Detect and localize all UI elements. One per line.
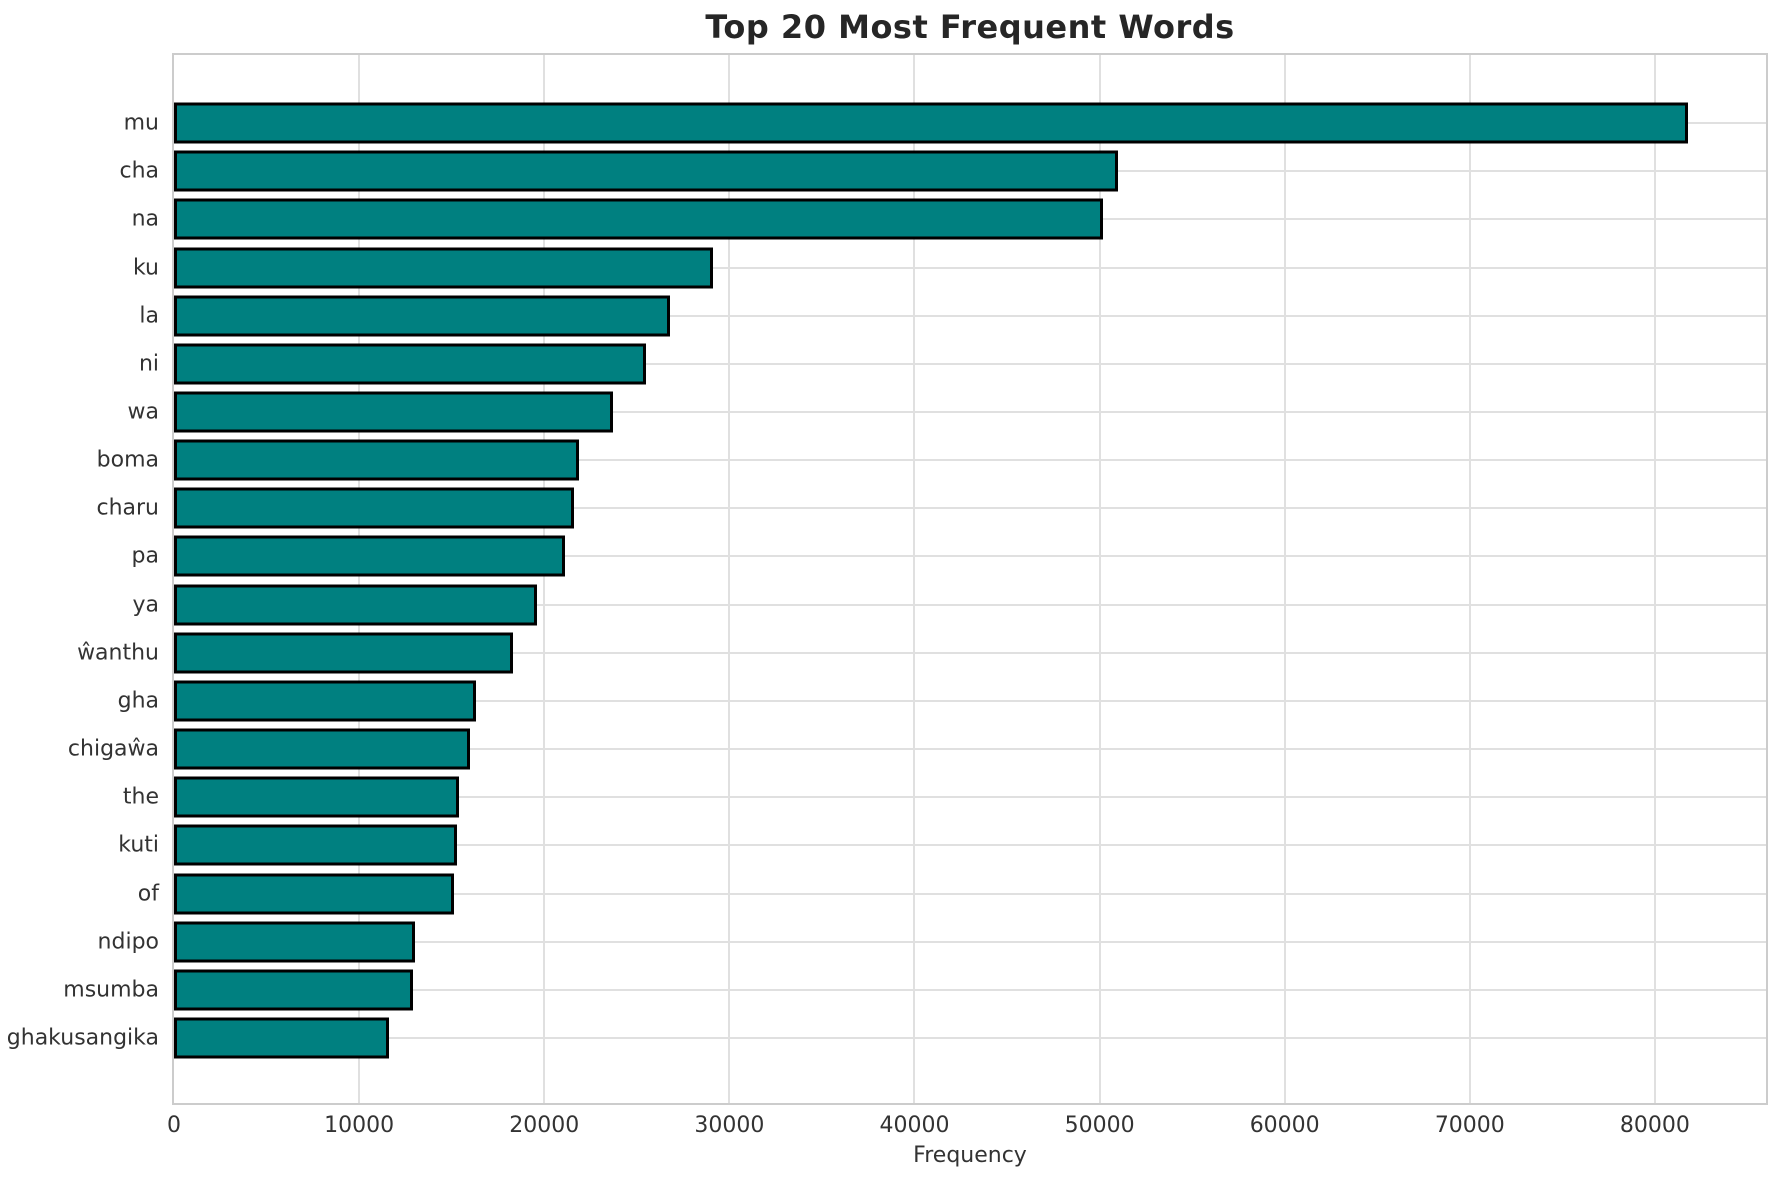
gridline-y-ghakusangika bbox=[174, 1037, 1766, 1040]
gridline-x-60000 bbox=[1283, 55, 1286, 1103]
bar-row-gha: gha bbox=[118, 677, 1766, 725]
gridline-y-msumba bbox=[174, 988, 1766, 991]
bar-mu bbox=[174, 102, 1689, 144]
bar-row-ya: ya bbox=[132, 581, 1766, 629]
y-tick-label-chigaŵa: chigaŵa bbox=[67, 736, 159, 762]
bar-charu bbox=[174, 487, 574, 529]
gridline-y-ni bbox=[174, 362, 1766, 365]
gridline-x-10000 bbox=[358, 55, 361, 1103]
y-tick-label-cha: cha bbox=[119, 158, 159, 184]
bar-row-ku: ku bbox=[133, 243, 1766, 291]
y-tick-label-ndipo: ndipo bbox=[97, 929, 159, 955]
bar-row-ndipo: ndipo bbox=[98, 918, 1766, 966]
bar-row-la: la bbox=[139, 292, 1766, 340]
bar-row-charu: charu bbox=[96, 484, 1766, 532]
bar-la bbox=[174, 295, 671, 337]
bar-pa bbox=[174, 535, 565, 577]
gridline-y-boma bbox=[174, 459, 1766, 462]
y-tick-label-boma: boma bbox=[96, 447, 159, 473]
y-tick-label-mu: mu bbox=[123, 110, 159, 136]
plot-area: mu cha na ku la ni wa boma charu pa ya ŵanthu gha chi… bbox=[7, 53, 1768, 1138]
chart-title: Top 20 Most Frequent Words bbox=[705, 8, 1235, 46]
bar-na bbox=[174, 198, 1104, 240]
y-tick-label-na: na bbox=[131, 206, 159, 232]
y-tick-label-ŵanthu: ŵanthu bbox=[77, 640, 159, 666]
y-tick-label-the: the bbox=[122, 784, 159, 810]
bar-ya bbox=[174, 584, 537, 626]
gridline-y-charu bbox=[174, 507, 1766, 510]
bar-ŵanthu bbox=[174, 632, 513, 674]
y-tick-label-of: of bbox=[137, 881, 159, 907]
bar-row-chigaŵa: chigaŵa bbox=[68, 725, 1766, 773]
bar-msumba bbox=[174, 969, 413, 1011]
bar-row-na: na bbox=[132, 195, 1766, 243]
bar-boma bbox=[174, 439, 580, 481]
gridline-x-50000 bbox=[1098, 55, 1101, 1103]
gridline-y-ku bbox=[174, 266, 1766, 269]
gridline-y-wa bbox=[174, 411, 1766, 414]
y-tick-label-pa: pa bbox=[131, 543, 159, 569]
x-tick-label-70000: 70000 bbox=[1434, 1113, 1505, 1138]
gridline-y-ndipo bbox=[174, 940, 1766, 943]
y-tick-label-charu: charu bbox=[96, 495, 159, 521]
gridline-x-40000 bbox=[913, 55, 916, 1103]
bar-rows: mu cha na ku la ni wa boma charu pa ya ŵanthu gha chi… bbox=[7, 55, 1766, 1103]
bar-row-ŵanthu: ŵanthu bbox=[77, 629, 1766, 677]
bar-row-cha: cha bbox=[119, 147, 1766, 195]
gridline-y-pa bbox=[174, 555, 1766, 558]
y-tick-label-msumba: msumba bbox=[63, 977, 159, 1003]
y-tick-label-ku: ku bbox=[132, 255, 159, 281]
bar-of bbox=[174, 873, 454, 915]
gridline-x-70000 bbox=[1468, 55, 1471, 1103]
x-tick-label-50000: 50000 bbox=[1064, 1113, 1135, 1138]
bar-row-of: of bbox=[138, 870, 1766, 918]
gridline-x-20000 bbox=[543, 55, 546, 1103]
x-tick-label-60000: 60000 bbox=[1249, 1113, 1320, 1138]
y-tick-label-ya: ya bbox=[132, 592, 159, 618]
gridline-y-of bbox=[174, 892, 1766, 895]
bar-row-wa: wa bbox=[128, 388, 1766, 436]
bar-cha bbox=[174, 150, 1119, 192]
bar-row-the: the bbox=[123, 773, 1766, 821]
bar-ku bbox=[174, 247, 713, 289]
x-tick-label-20000: 20000 bbox=[509, 1113, 580, 1138]
x-tick-label-0: 0 bbox=[167, 1113, 181, 1138]
gridline-y-la bbox=[174, 314, 1766, 317]
bar-ni bbox=[174, 343, 647, 385]
gridline-x-80000 bbox=[1653, 55, 1656, 1103]
gridline-y-ŵanthu bbox=[174, 651, 1766, 654]
bar-the bbox=[174, 776, 460, 818]
gridline-y-chigaŵa bbox=[174, 748, 1766, 751]
y-tick-label-ghakusangika: ghakusangika bbox=[6, 1025, 159, 1051]
x-tick-label-30000: 30000 bbox=[694, 1113, 765, 1138]
bar-ghakusangika bbox=[174, 1017, 389, 1059]
gridline-x-30000 bbox=[728, 55, 731, 1103]
y-tick-label-la: la bbox=[139, 303, 159, 329]
gridline-y-ya bbox=[174, 603, 1766, 606]
y-tick-label-gha: gha bbox=[117, 688, 159, 714]
gridline-y-the bbox=[174, 796, 1766, 799]
y-tick-label-ni: ni bbox=[138, 351, 159, 377]
bar-row-ghakusangika: ghakusangika bbox=[7, 1014, 1766, 1062]
bar-row-msumba: msumba bbox=[63, 966, 1766, 1014]
bar-row-boma: boma bbox=[97, 436, 1766, 484]
x-tick-label-80000: 80000 bbox=[1619, 1113, 1690, 1138]
bar-kuti bbox=[174, 824, 458, 866]
bar-wa bbox=[174, 391, 613, 433]
gridline-y-gha bbox=[174, 699, 1766, 702]
bar-gha bbox=[174, 680, 476, 722]
bar-row-pa: pa bbox=[132, 532, 1766, 580]
bar-chigaŵa bbox=[174, 728, 471, 770]
bar-row-ni: ni bbox=[139, 340, 1766, 388]
y-tick-label-wa: wa bbox=[127, 399, 159, 425]
y-tick-label-kuti: kuti bbox=[118, 832, 159, 858]
gridline-y-kuti bbox=[174, 844, 1766, 847]
x-axis-label: Frequency bbox=[913, 1143, 1027, 1168]
bar-row-kuti: kuti bbox=[118, 821, 1766, 869]
bar-ndipo bbox=[174, 921, 415, 963]
bar-row-mu: mu bbox=[124, 99, 1766, 147]
x-tick-label-10000: 10000 bbox=[324, 1113, 395, 1138]
x-tick-label-40000: 40000 bbox=[879, 1113, 950, 1138]
